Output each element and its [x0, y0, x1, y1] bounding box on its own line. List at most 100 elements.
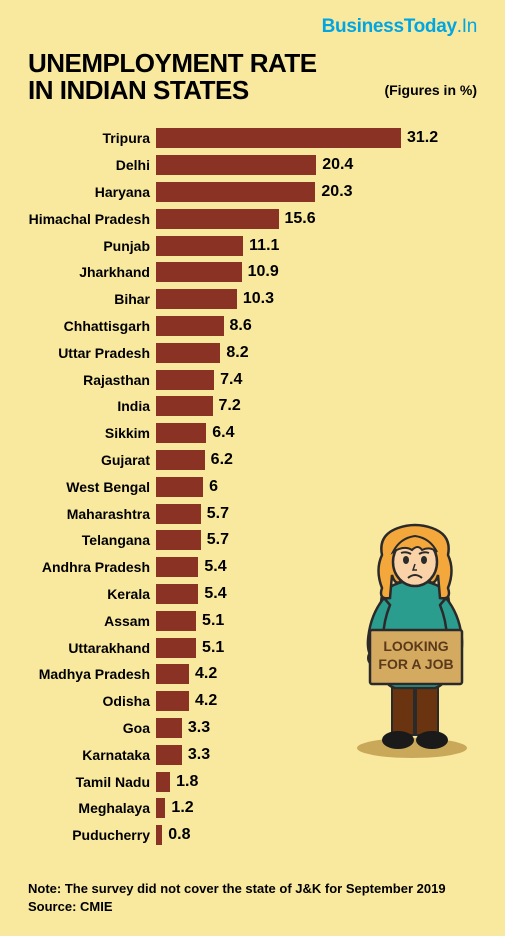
brand-part2: .In — [457, 16, 477, 37]
row-bar — [156, 557, 198, 577]
row-label: Tamil Nadu — [0, 774, 156, 790]
row-label: West Bengal — [0, 479, 156, 495]
row-bar — [156, 128, 401, 148]
row-label: Odisha — [0, 693, 156, 709]
row-bar — [156, 155, 316, 175]
row-bar — [156, 236, 243, 256]
row-bar — [156, 530, 201, 550]
row-value: 8.2 — [220, 344, 248, 362]
chart-row: Sikkim 6.4 — [0, 420, 505, 447]
chart-row: Bihar 10.3 — [0, 286, 505, 313]
row-bar — [156, 182, 315, 202]
row-value: 1.8 — [170, 773, 198, 791]
row-label: Sikkim — [0, 425, 156, 441]
title-line2: IN INDIAN STATES — [28, 77, 317, 104]
row-bar — [156, 477, 203, 497]
chart-row: Punjab 11.1 — [0, 232, 505, 259]
row-label: Meghalaya — [0, 800, 156, 816]
row-label: India — [0, 398, 156, 414]
chart-row: Delhi 20.4 — [0, 152, 505, 179]
row-value: 10.3 — [237, 290, 274, 308]
row-bar — [156, 638, 196, 658]
row-label: Jharkhand — [0, 264, 156, 280]
row-value: 6.2 — [205, 451, 233, 469]
row-label: Puducherry — [0, 827, 156, 843]
row-bar — [156, 798, 165, 818]
chart-row: Chhattisgarh 8.6 — [0, 313, 505, 340]
row-label: Punjab — [0, 238, 156, 254]
chart-row: Puducherry0.8 — [0, 822, 505, 849]
row-value: 7.4 — [214, 371, 242, 389]
brand-logo: BusinessToday.In — [322, 16, 477, 38]
row-bar — [156, 316, 224, 336]
brand-part1: BusinessToday — [322, 16, 457, 37]
chart-subtitle: (Figures in %) — [384, 82, 477, 98]
row-bar — [156, 289, 237, 309]
row-label: Maharashtra — [0, 506, 156, 522]
row-value: 5.1 — [196, 612, 224, 630]
row-label: Tripura — [0, 130, 156, 146]
row-label: Kerala — [0, 586, 156, 602]
row-bar — [156, 611, 196, 631]
row-value: 31.2 — [401, 129, 438, 147]
row-value: 11.1 — [243, 237, 279, 255]
row-label: Bihar — [0, 291, 156, 307]
chart-row: India 7.2 — [0, 393, 505, 420]
row-label: Himachal Pradesh — [0, 211, 156, 227]
sign-text-line2: FOR A JOB — [378, 656, 453, 672]
chart-row: Uttar Pradesh 8.2 — [0, 339, 505, 366]
row-value: 15.6 — [279, 210, 316, 228]
row-bar — [156, 745, 182, 765]
row-bar — [156, 396, 213, 416]
row-bar — [156, 772, 170, 792]
row-label: Chhattisgarh — [0, 318, 156, 334]
row-bar — [156, 691, 189, 711]
chart-row: Tripura 31.2 — [0, 125, 505, 152]
row-value: 5.4 — [198, 585, 226, 603]
row-label: Karnataka — [0, 747, 156, 763]
row-label: Delhi — [0, 157, 156, 173]
chart-row: West Bengal 6 — [0, 473, 505, 500]
chart-row: Haryana 20.3 — [0, 179, 505, 206]
row-value: 3.3 — [182, 719, 210, 737]
row-bar — [156, 343, 220, 363]
row-label: Gujarat — [0, 452, 156, 468]
footnote: Note: The survey did not cover the state… — [28, 881, 446, 896]
row-value: 10.9 — [242, 263, 279, 281]
sign-text-line1: LOOKING — [383, 638, 448, 654]
row-value: 5.4 — [198, 558, 226, 576]
row-bar — [156, 423, 206, 443]
row-label: Haryana — [0, 184, 156, 200]
row-label: Andhra Pradesh — [0, 559, 156, 575]
row-bar — [156, 209, 279, 229]
row-value: 5.7 — [201, 505, 229, 523]
chart-row: Jharkhand 10.9 — [0, 259, 505, 286]
row-value: 20.3 — [315, 183, 352, 201]
row-bar — [156, 584, 198, 604]
row-value: 3.3 — [182, 746, 210, 764]
source-text: Source: CMIE — [28, 899, 113, 914]
row-label: Assam — [0, 613, 156, 629]
row-label: Uttarakhand — [0, 640, 156, 656]
row-value: 6 — [203, 478, 218, 496]
row-value: 5.1 — [196, 639, 224, 657]
row-value: 7.2 — [213, 397, 241, 415]
row-label: Madhya Pradesh — [0, 666, 156, 682]
row-label: Uttar Pradesh — [0, 345, 156, 361]
row-value: 4.2 — [189, 665, 217, 683]
row-bar — [156, 504, 201, 524]
row-value: 20.4 — [316, 156, 353, 174]
chart-row: Gujarat 6.2 — [0, 447, 505, 474]
chart-row: Himachal Pradesh 15.6 — [0, 205, 505, 232]
title-line1: UNEMPLOYMENT RATE — [28, 50, 317, 77]
row-value: 8.6 — [224, 317, 252, 335]
row-value: 5.7 — [201, 531, 229, 549]
row-value: 4.2 — [189, 692, 217, 710]
chart-row: Meghalaya1.2 — [0, 795, 505, 822]
chart-title: UNEMPLOYMENT RATE IN INDIAN STATES — [28, 50, 317, 105]
person-illustration: LOOKING FOR A JOB — [340, 520, 485, 760]
row-value: 6.4 — [206, 424, 234, 442]
row-bar — [156, 370, 214, 390]
row-bar — [156, 450, 205, 470]
row-label: Telangana — [0, 532, 156, 548]
